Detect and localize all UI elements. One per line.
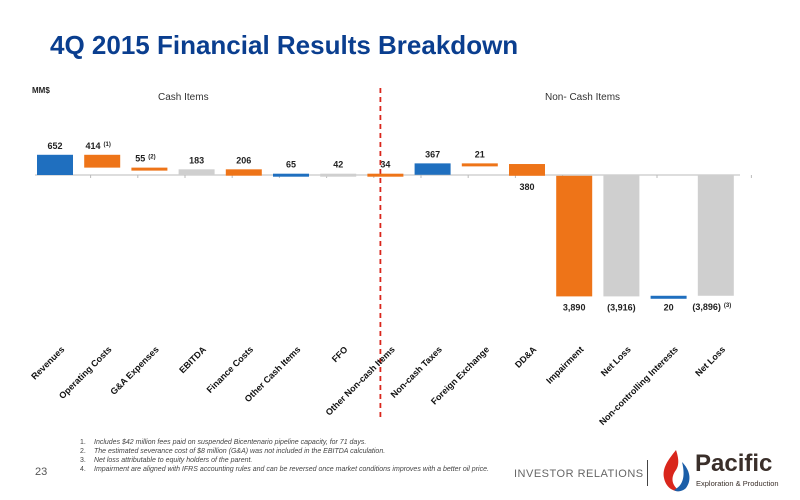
logo-tagline: Exploration & Production <box>696 479 779 488</box>
footnote: 3. Net loss attributable to equity holder… <box>80 457 253 464</box>
section-label-non-cash: Non- Cash Items <box>545 92 621 103</box>
data-label: 652 <box>47 141 62 151</box>
footnotes: 1. Includes $42 million fees paid on susp… <box>80 438 500 474</box>
data-label: 20 <box>664 302 674 312</box>
flame-icon <box>663 450 690 492</box>
category-label: Net Loss <box>693 344 727 378</box>
waterfall-bar <box>414 163 451 175</box>
waterfall-bar <box>273 173 309 177</box>
category-label: EBITDA <box>177 344 208 375</box>
category-label: Impairment <box>544 344 585 385</box>
page-title: 4Q 2015 Financial Results Breakdown <box>50 30 519 60</box>
category-label: Finance Costs <box>205 344 256 395</box>
waterfall-bar <box>37 154 73 175</box>
category-label: Operating Costs <box>57 344 114 401</box>
data-label: 34 <box>380 160 390 170</box>
logo-name: Pacific <box>695 450 773 477</box>
category-label: Revenues <box>29 344 66 381</box>
investor-relations-label: INVESTOR RELATIONS <box>514 468 644 480</box>
waterfall-bar <box>650 295 687 299</box>
waterfall-bar <box>320 173 357 177</box>
category-label: G&A Expenses <box>108 344 160 396</box>
footnote-text: Net loss attributable to equity holders … <box>94 457 253 464</box>
category-label: DD&A <box>513 344 539 370</box>
category-label: Net Loss <box>599 344 633 378</box>
data-label: 414 (1) <box>86 141 111 151</box>
footnote: 4. Impairment are aligned with IFRS accou… <box>80 466 489 473</box>
footer-divider <box>647 460 648 486</box>
footnote: 1. Includes $42 million fees paid on susp… <box>80 439 367 446</box>
data-label: 42 <box>333 160 343 170</box>
data-label: 65 <box>286 160 296 170</box>
waterfall-bar <box>461 163 498 167</box>
data-label: 21 <box>475 149 485 159</box>
data-label: 183 <box>189 155 204 165</box>
category-label: Non-controlling Interests <box>597 344 680 427</box>
data-label: 55 (2) <box>135 154 155 164</box>
category-label: FFO <box>330 344 350 364</box>
data-label: 380 <box>519 182 534 192</box>
waterfall-bar <box>225 169 262 176</box>
waterfall-bar <box>603 175 640 297</box>
company-logo: Pacific Exploration & Production <box>660 448 795 494</box>
waterfall-chart: 652 Revenues 414 (1) Operating Costs 55 (2) G&A… <box>29 88 752 427</box>
waterfall-bar <box>509 164 545 176</box>
page-number: 23 <box>35 466 48 478</box>
footnote-text: Impairment are aligned with IFRS account… <box>94 466 489 473</box>
unit-label: MM$ <box>32 86 50 95</box>
waterfall-bar <box>84 154 121 168</box>
waterfall-bar <box>367 173 404 177</box>
waterfall-bar <box>697 175 734 296</box>
footnote-text: Includes $42 million fees paid on suspen… <box>94 439 367 446</box>
data-label: (3,916) <box>607 302 636 312</box>
section-label-cash: Cash Items <box>158 92 209 103</box>
data-label: 367 <box>425 149 440 159</box>
data-label: 206 <box>236 155 251 165</box>
waterfall-bar <box>556 175 593 297</box>
footnote: 2. The estimated severance cost of $8 mil… <box>80 448 386 455</box>
waterfall-bar <box>131 167 168 171</box>
footnote-text: The estimated severance cost of $8 milli… <box>94 448 386 455</box>
data-label: 3,890 <box>563 302 586 312</box>
waterfall-bar <box>178 169 215 175</box>
data-label: (3,896) (3) <box>692 302 731 312</box>
